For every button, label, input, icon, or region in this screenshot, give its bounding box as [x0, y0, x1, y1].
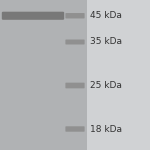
Bar: [87, 0, 150, 150]
FancyBboxPatch shape: [2, 12, 64, 20]
Text: 45 kDa: 45 kDa: [90, 11, 122, 20]
FancyBboxPatch shape: [65, 39, 85, 44]
FancyBboxPatch shape: [65, 126, 85, 132]
FancyBboxPatch shape: [65, 13, 85, 18]
Text: 18 kDa: 18 kDa: [90, 124, 122, 134]
FancyBboxPatch shape: [65, 83, 85, 88]
Text: 25 kDa: 25 kDa: [90, 81, 122, 90]
Text: 35 kDa: 35 kDa: [90, 38, 122, 46]
